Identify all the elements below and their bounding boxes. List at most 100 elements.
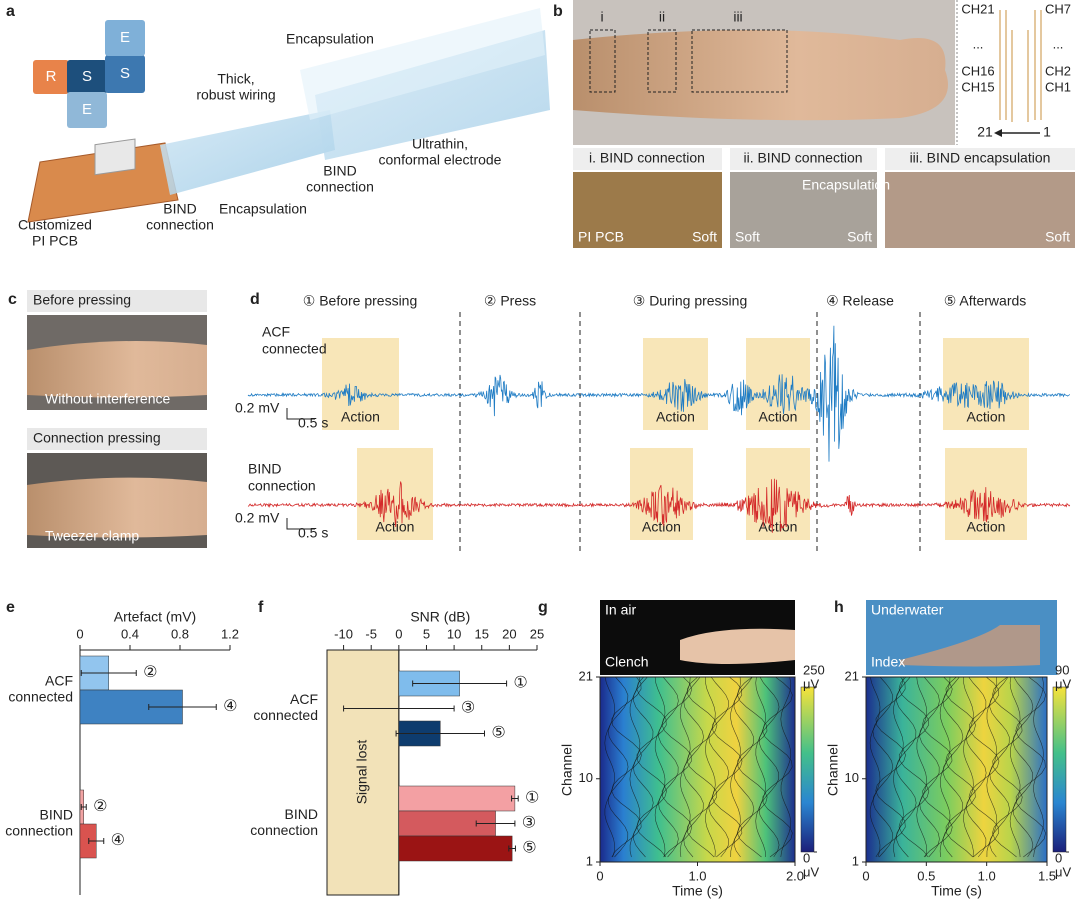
puzzle-letter: E: [120, 29, 130, 46]
scale-label: 0.5 s: [298, 525, 328, 541]
colorbar-unit: μV: [803, 864, 819, 879]
panel-letter: e: [6, 599, 15, 616]
action-box: [322, 338, 399, 430]
contour-line: [1033, 677, 1044, 858]
x-tick-label: 0: [862, 868, 869, 883]
colorbar: [1052, 686, 1067, 853]
error-bar: [511, 795, 519, 802]
contour-line: [755, 677, 766, 858]
contour-line: [989, 677, 1010, 858]
contour-line: [875, 677, 906, 858]
colorbar-label: 0: [803, 850, 810, 865]
y-tick-label: 10: [845, 770, 859, 785]
y-tick-label: 10: [579, 770, 593, 785]
contour-line: [898, 677, 930, 858]
scale-label: 0.5 s: [298, 415, 328, 431]
x-axis-label: Time (s): [672, 883, 723, 899]
contour-line: [1015, 677, 1047, 858]
bar-annotation: ⑤: [522, 840, 536, 857]
bar-annotation: ⑤: [491, 725, 505, 742]
contour-line: [758, 677, 780, 858]
bar-annotation: ②: [143, 664, 157, 681]
contour-line: [922, 677, 953, 858]
scale-label: 0.2 mV: [235, 510, 280, 526]
panel-c-art: [27, 290, 207, 548]
label: Tweezer clamp: [45, 528, 139, 544]
trace-name: BIND: [248, 461, 281, 477]
error-bar: [80, 804, 87, 810]
phase-label: ④ Release: [826, 293, 894, 309]
phase-label: ② Press: [484, 293, 536, 309]
photo-label: Underwater: [871, 602, 944, 618]
phase-dividers: [459, 312, 921, 552]
group-label: connection: [250, 822, 318, 838]
x-tick-label: 0: [76, 626, 83, 641]
contour-line: [895, 677, 917, 858]
contour-line: [992, 677, 1023, 858]
x-tick-label: 1.5: [1038, 868, 1056, 883]
photo-label: Index: [871, 654, 905, 670]
label: conformal electrode: [379, 152, 502, 168]
label: BIND: [323, 163, 356, 179]
label: Customized: [18, 217, 92, 233]
action-label: Action: [341, 409, 380, 425]
x-tick-label: 1.0: [978, 868, 996, 883]
contour-lines: [604, 677, 793, 858]
colorbar-label: 90: [1055, 662, 1069, 677]
label: 1: [1043, 124, 1051, 140]
error-bar: [148, 704, 217, 710]
channel-label: CH2: [1045, 63, 1071, 78]
x-tick-label: -10: [334, 626, 353, 641]
signal-trace: [247, 325, 1071, 462]
y-axis-label: Channel: [559, 744, 575, 796]
x-tick-label: 0.4: [121, 626, 139, 641]
inset-label: Soft: [847, 229, 872, 245]
inset-label: Soft: [692, 229, 717, 245]
panel-letter: g: [538, 599, 548, 616]
action-label: Action: [967, 409, 1006, 425]
label: connection: [146, 217, 214, 233]
bar-annotation: ④: [223, 698, 237, 715]
phase-label: ③ During pressing: [633, 293, 748, 309]
error-bar: [343, 705, 455, 712]
channel-label: ...: [973, 36, 984, 51]
action-label: Action: [656, 409, 695, 425]
panel-letter: b: [553, 3, 563, 20]
colorbar-unit: μV: [1055, 864, 1071, 879]
contour-line: [780, 677, 792, 858]
x-tick-label: 20: [502, 626, 516, 641]
y-tick-label: 21: [579, 668, 593, 683]
group-label: ACF: [290, 691, 318, 707]
x-tick-label: 1.0: [688, 868, 706, 883]
label: Encapsulation: [219, 201, 307, 217]
contour-line: [968, 677, 1000, 858]
contour-line: [604, 677, 616, 858]
channel-label: ...: [1053, 36, 1064, 51]
contour-line: [607, 677, 629, 858]
x-tick-label: 0.8: [171, 626, 189, 641]
action-box: [643, 338, 708, 430]
phase-label: ⑤ Afterwards: [944, 293, 1027, 309]
x-tick-label: 25: [530, 626, 544, 641]
contour-line: [705, 677, 716, 858]
heatmap: [600, 677, 795, 862]
label: Thick,: [217, 71, 254, 87]
label: Ultrathin,: [412, 136, 468, 152]
axis-title: Artefact (mV): [114, 609, 196, 625]
contour-line: [611, 677, 642, 858]
label: Connection pressing: [33, 430, 161, 446]
action-box: [357, 448, 433, 540]
scale-bar: [286, 408, 315, 420]
colorbar-unit: μV: [803, 676, 819, 691]
channel-label: CH16: [961, 63, 994, 78]
x-tick-label: 2.0: [786, 868, 804, 883]
photo-label: Clench: [605, 654, 649, 670]
x-tick-label: 15: [475, 626, 489, 641]
scale-bar: [286, 518, 315, 530]
label: Encapsulation: [286, 31, 374, 47]
y-tick-label: 1: [586, 853, 593, 868]
channel-label: CH7: [1045, 1, 1071, 16]
channel-label: CH1: [1045, 79, 1071, 94]
x-tick-label: 0: [596, 868, 603, 883]
